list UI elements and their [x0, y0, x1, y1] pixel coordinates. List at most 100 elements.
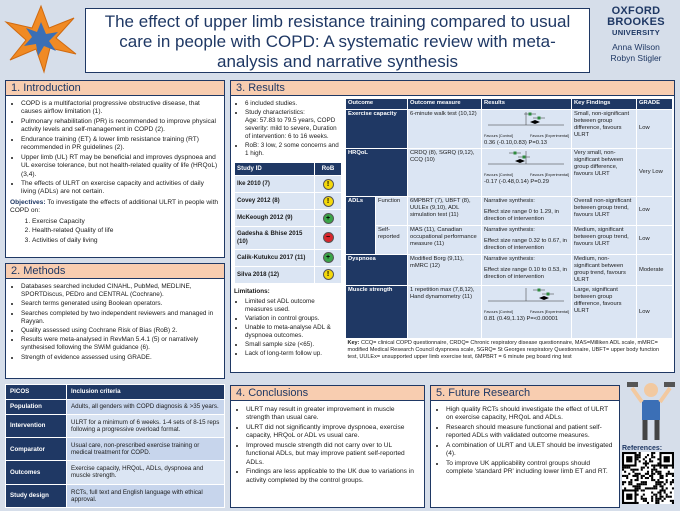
qr-code — [622, 452, 674, 504]
forest-study — [513, 151, 517, 155]
key-finding: Overall non-significant between group tr… — [571, 196, 637, 226]
bullet: Upper limb (UL) RT may be beneficial and… — [21, 154, 220, 179]
qr-module — [655, 501, 658, 504]
qr-module — [657, 499, 660, 502]
rob-cell: ! — [314, 192, 342, 211]
qr-module — [657, 470, 660, 473]
qr-module — [665, 493, 668, 496]
outcome: HRQoL — [345, 148, 408, 197]
qr-module — [655, 468, 658, 471]
narrative-heading: Narrative synthesis: — [484, 256, 535, 262]
narrative-heading: Narrative synthesis: — [484, 198, 535, 204]
qr-module — [655, 481, 658, 484]
qr-module — [636, 493, 639, 496]
measure: Modified Borg (9,11), mMRC (12) — [407, 253, 482, 287]
qr-module — [636, 474, 639, 477]
qr-module — [651, 497, 654, 500]
bullet: To improve UK applicability control grou… — [446, 460, 615, 477]
qr-module — [659, 493, 662, 496]
qr-module — [642, 481, 645, 484]
qr-module — [640, 489, 643, 492]
results-row: Exercise capacity 6-minute walk test (10,… — [345, 109, 673, 149]
picos-cell: Population — [5, 398, 67, 415]
qr-module — [659, 474, 662, 477]
forest-estimate: -0.17 (-0.48,0.14) P=0.29 — [484, 178, 549, 185]
rob-cell: + — [314, 248, 342, 267]
qr-module — [636, 456, 639, 459]
qr-module — [659, 470, 662, 473]
qr-module — [665, 472, 668, 475]
bullet-list: 6 included studies.Study characteristics… — [234, 100, 342, 158]
qr-module — [653, 468, 656, 471]
key-finding: Large, significant between group differe… — [571, 285, 637, 340]
rob-study: Calik-Kutukcu 2017 (11) — [234, 248, 315, 267]
result-cell: Narrative synthesis: Effect size range 0.… — [481, 253, 572, 287]
qr-module — [638, 452, 641, 455]
grade: Low — [636, 196, 673, 226]
bullet: Limited set ADL outcome measures used. — [245, 298, 342, 314]
section-heading: 3. Results — [231, 81, 674, 96]
qr-module — [638, 472, 641, 475]
qr-module — [659, 466, 662, 469]
rob-cell: ! — [314, 265, 342, 284]
results-box: 3. Results 6 included studies.Study chara… — [230, 80, 675, 373]
qr-module — [630, 468, 633, 471]
qr-module — [622, 466, 625, 469]
bullet: Findings are less applicable to the UK d… — [246, 468, 420, 485]
logo-text: UNIVERSITY — [611, 28, 660, 37]
forest-left: Favours [Control] — [484, 173, 514, 178]
qr-module — [669, 491, 672, 494]
rob-study: Gadesha & Bhise 2015 (10) — [234, 226, 315, 250]
qr-module — [665, 495, 668, 498]
qr-module — [651, 479, 654, 482]
qr-module — [657, 497, 660, 500]
qr-module — [663, 497, 666, 500]
key-cell: Key: CCQ= clinical COPD questionnaire, C… — [345, 338, 673, 362]
picos-cell: ULRT for a minimum of 6 weeks. 1-4 sets … — [66, 413, 225, 438]
figure-body — [642, 400, 660, 420]
qr-module — [669, 483, 672, 486]
rob-study: Covey 2012 (8) — [234, 192, 315, 211]
qr-module — [638, 456, 641, 459]
qr-module — [644, 483, 647, 486]
qr-module — [622, 468, 625, 471]
qr-module — [646, 476, 650, 480]
qr-module — [632, 474, 635, 477]
qr-module — [642, 462, 645, 465]
results-header-cell: Outcome measure — [407, 98, 482, 110]
qr-module — [653, 493, 656, 496]
qr-module — [636, 485, 639, 488]
forest-labels: Favours [Control] Favours [Experimental] — [484, 310, 569, 315]
poster-title: The effect of upper limb resistance trai… — [104, 12, 571, 71]
qr-module — [663, 466, 666, 469]
forest-diamond — [539, 296, 549, 301]
qr-module — [661, 487, 664, 490]
objective: Health-related Quality of life — [32, 227, 220, 235]
logo-inner — [24, 22, 58, 56]
qr-module — [655, 497, 658, 500]
bullet: Results were meta-analysed in RevMan 5.4… — [21, 336, 220, 352]
qr-module — [661, 481, 664, 484]
qr-module — [667, 472, 670, 475]
qr-module — [640, 483, 643, 486]
qr-module — [671, 481, 674, 484]
outcome: Dyspnoea — [345, 253, 408, 287]
qr-module — [651, 499, 654, 502]
rob-study: Silva 2018 (12) — [234, 265, 315, 284]
bullet-list: High quality RCTs should investigate the… — [435, 406, 615, 477]
bullet: RoB: 3 low, 2 some concerns and 1 high. — [245, 142, 342, 158]
qr-module — [653, 487, 656, 490]
bullet: Unable to meta-analyse ADL & dyspnoea ou… — [245, 324, 342, 340]
qr-module — [644, 476, 647, 480]
rob-rating: + — [322, 252, 334, 264]
results-header: Outcome Outcome measure Results Key Finding… — [345, 98, 673, 110]
picos-row: Outcomes Exercise capacity, HRQoL, ADLs, … — [5, 460, 225, 485]
intro-body: COPD is a multifactorial progressive obs… — [6, 96, 224, 249]
narrative-text: Effect size range 0.10 to 0.53, in direc… — [484, 267, 568, 281]
picos-cell: RCTs, full text and English language wit… — [66, 483, 225, 508]
qr-module — [651, 460, 654, 463]
measure: CRDQ (8), SGRQ (9,12), CCQ (10) — [407, 148, 482, 197]
dumbbell-right — [664, 382, 675, 387]
qr-module — [661, 485, 664, 488]
forest-labels: Favours [Control] Favours [Experimental] — [484, 134, 569, 139]
